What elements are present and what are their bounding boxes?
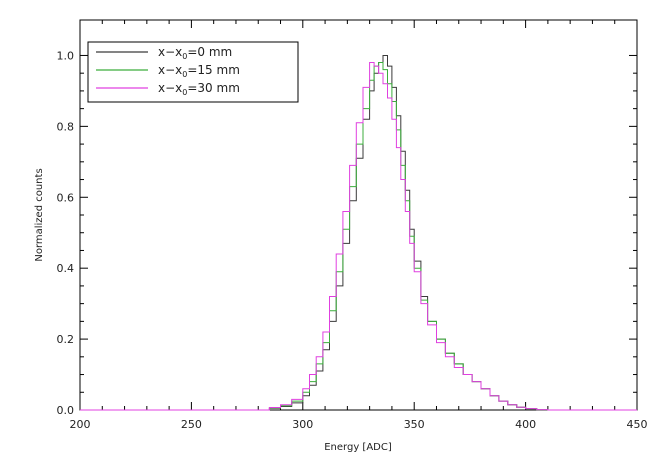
x-tick-label: 450 [627, 418, 648, 431]
legend-label-suffix: =30 mm [187, 81, 240, 95]
x-tick-label: 250 [181, 418, 202, 431]
y-tick-label: 0.6 [57, 191, 75, 204]
x-tick-label: 200 [70, 418, 91, 431]
series-line-1 [80, 62, 637, 411]
legend-label-suffix: =15 mm [187, 63, 240, 77]
y-tick-label: 0.2 [57, 333, 75, 346]
y-tick-label: 0.4 [57, 262, 75, 275]
x-tick-label: 350 [404, 418, 425, 431]
legend-label-prefix: x−x [158, 81, 182, 95]
x-tick-label: 300 [292, 418, 313, 431]
x-axis: 200 250 300 350 400 450 [70, 20, 648, 431]
legend-label-prefix: x−x [158, 63, 182, 77]
legend-label-subscript: 0 [182, 52, 187, 61]
y-axis: 0.0 0.2 0.4 0.6 0.8 1.0 [57, 49, 637, 417]
legend: x−x0=0 mmx−x0=15 mmx−x0=30 mm [87, 41, 299, 103]
series-line-0 [80, 55, 637, 411]
series-line-2 [80, 62, 637, 411]
y-tick-label: 1.0 [57, 49, 75, 62]
y-tick-label: 0.0 [57, 404, 75, 417]
x-tick-label: 400 [515, 418, 536, 431]
legend-label-subscript: 0 [182, 70, 187, 79]
y-axis-title: Normalized counts [34, 168, 45, 261]
legend-label-prefix: x−x [158, 45, 182, 59]
x-axis-title: Energy [ADC] [324, 442, 392, 453]
legend-label-subscript: 0 [182, 88, 187, 97]
legend-label: x−x0=30 mm [158, 81, 240, 97]
legend-label-suffix: =0 mm [187, 45, 232, 59]
legend-label: x−x0=15 mm [158, 63, 240, 79]
series-layer [80, 55, 637, 411]
legend-label: x−x0=0 mm [158, 45, 232, 61]
y-tick-label: 0.8 [57, 120, 75, 133]
